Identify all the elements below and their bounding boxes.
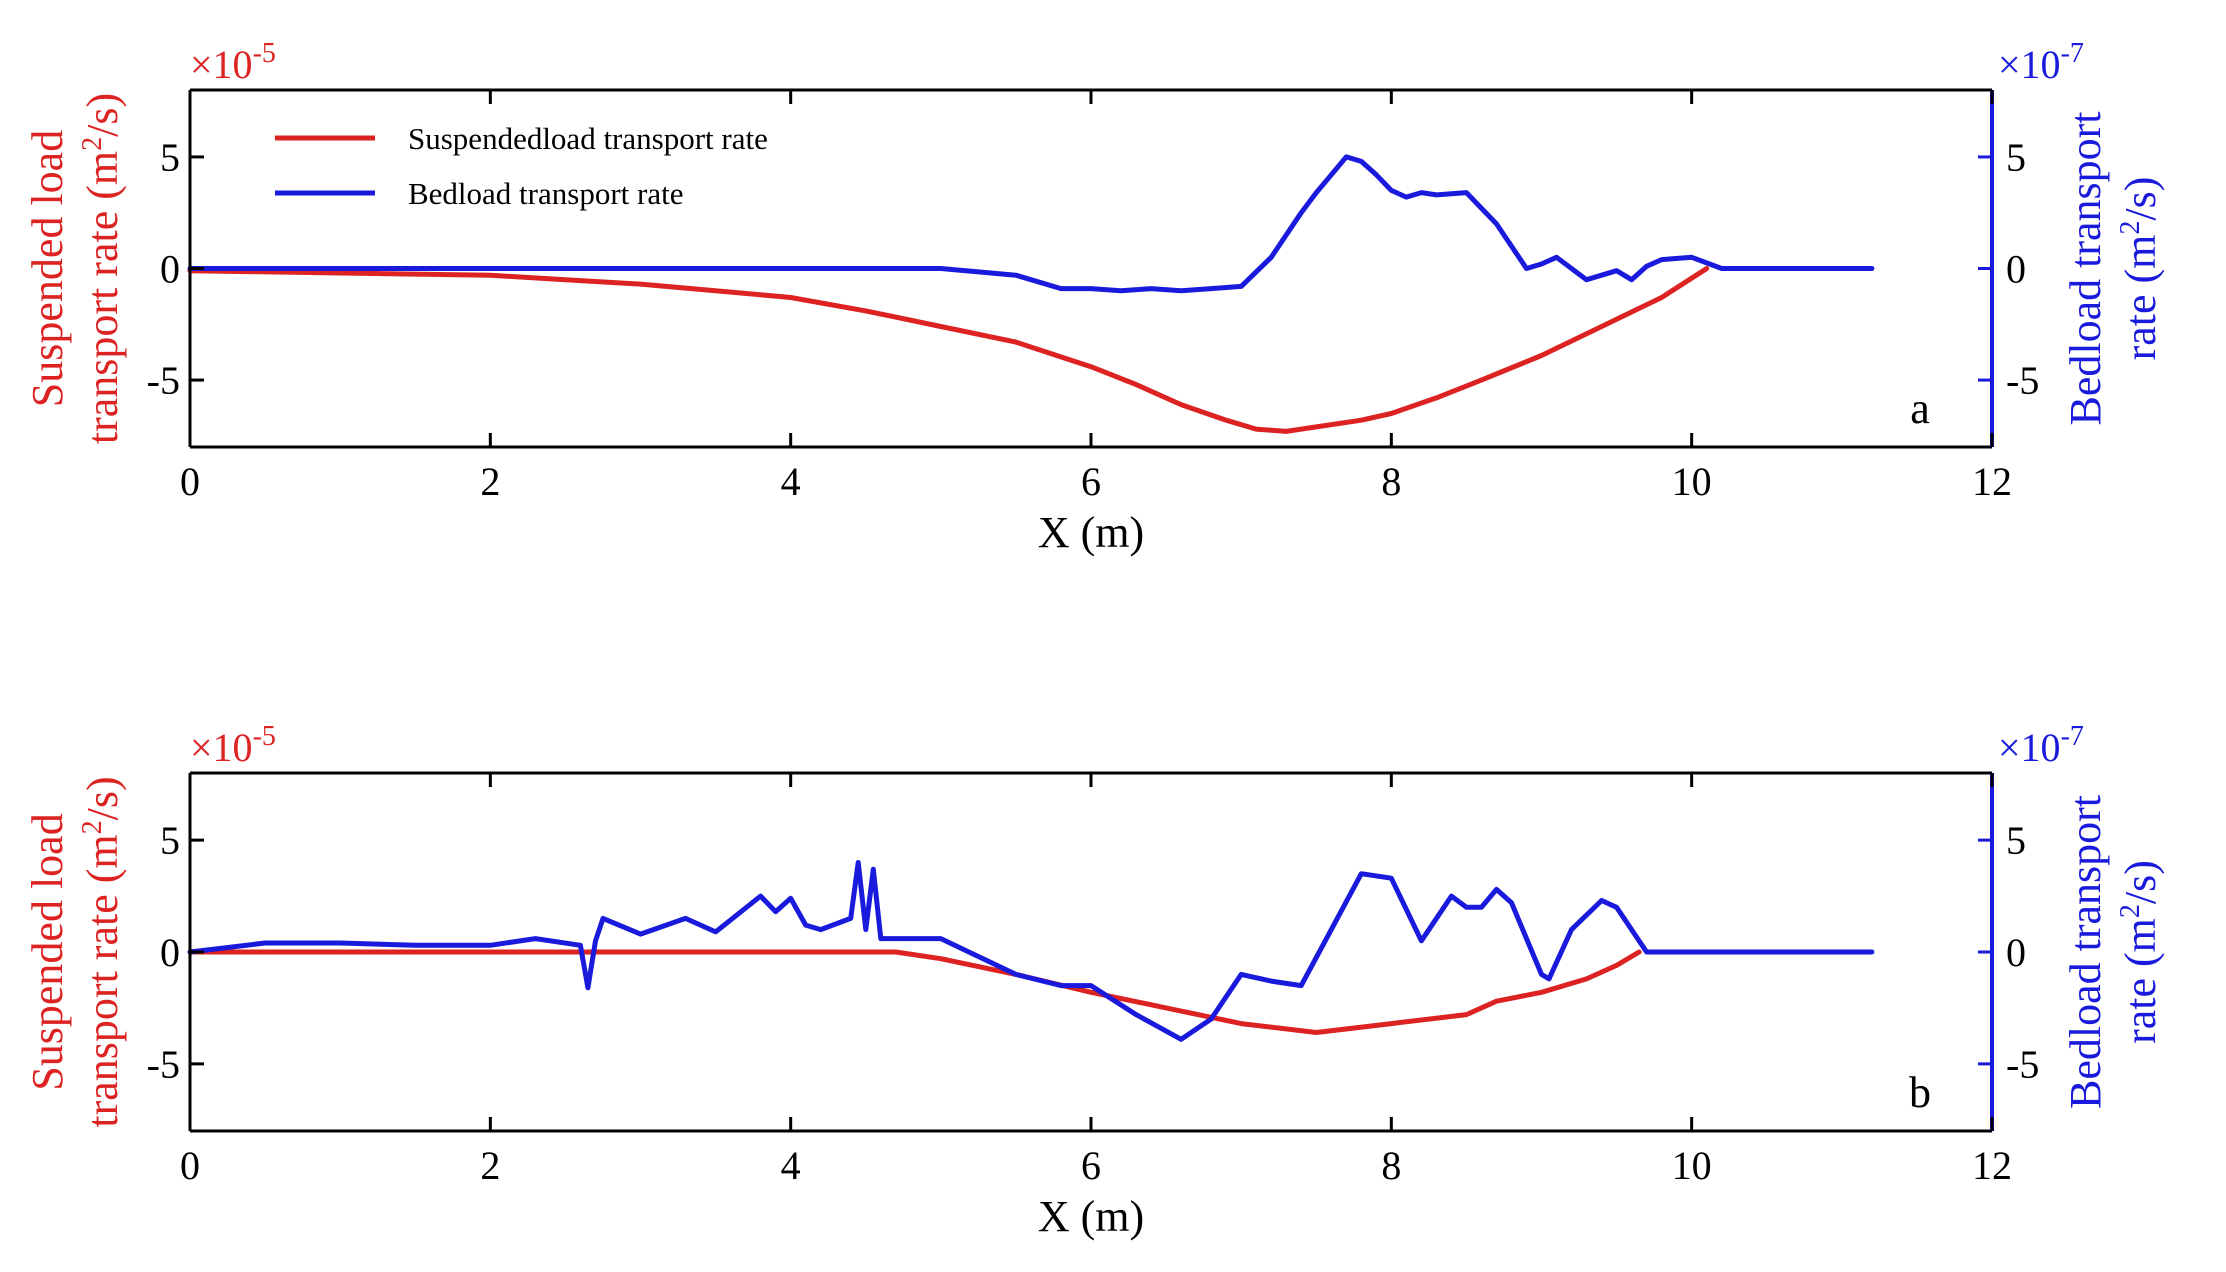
y-left-exponent: ×10-5 — [190, 721, 276, 770]
y-right-tick-label: 5 — [2006, 135, 2026, 180]
y-left-tick-label: 0 — [160, 930, 180, 975]
x-tick-label: 10 — [1672, 1143, 1712, 1188]
series-line-bedload — [187, 154, 1875, 294]
y-right-tick-label: 0 — [2006, 247, 2026, 292]
chart-panel-b: 0 2 4 6 8 10 12 -5 0 5 -5 0 5 ×10-5 ×10-7 X (m) b Suspend… — [23, 721, 2165, 1241]
series-line-suspended-load — [187, 266, 1710, 434]
y-right-exponent: ×10-7 — [1998, 38, 2084, 87]
y-right-axis-title: Bedload transport rate (m2/s) — [2061, 111, 2165, 425]
y-left-tick-label: -5 — [147, 358, 180, 403]
y-right-tick-label: -5 — [2006, 358, 2039, 403]
x-tick-label: 2 — [480, 1143, 500, 1188]
x-axis-title: X (m) — [1038, 508, 1144, 557]
series-line-bedload — [187, 860, 1875, 1042]
y-left-tick-label: 0 — [160, 247, 180, 292]
x-tick-label: 4 — [781, 459, 801, 504]
y-right-exponent: ×10-7 — [1998, 721, 2084, 770]
x-tick-label: 8 — [1381, 1143, 1401, 1188]
y-left-axis-title: Suspended load transport rate (m2/s) — [23, 776, 127, 1127]
panel-label: b — [1909, 1068, 1931, 1117]
legend-label: Bedload transport rate — [408, 176, 683, 211]
x-tick-label: 10 — [1672, 459, 1712, 504]
x-tick-label: 12 — [1972, 459, 2012, 504]
x-tick-label: 8 — [1381, 459, 1401, 504]
y-left-exponent: ×10-5 — [190, 38, 276, 87]
y-right-axis-title: Bedload transport rate (m2/s) — [2061, 795, 2165, 1109]
y-left-tick-label: 5 — [160, 135, 180, 180]
x-tick-label: 6 — [1081, 1143, 1101, 1188]
x-tick-label: 6 — [1081, 459, 1101, 504]
legend: Suspendedload transport rate Bedload tran… — [275, 121, 768, 211]
x-tick-label: 0 — [180, 1143, 200, 1188]
x-tick-label: 4 — [781, 1143, 801, 1188]
y-left-tick-label: 5 — [160, 818, 180, 863]
series-line-suspended-load — [187, 949, 1642, 1035]
y-right-tick-label: -5 — [2006, 1042, 2039, 1087]
x-axis-title: X (m) — [1038, 1192, 1144, 1241]
x-tick-label: 2 — [480, 459, 500, 504]
y-left-tick-label: -5 — [147, 1042, 180, 1087]
legend-label: Suspendedload transport rate — [408, 121, 768, 156]
chart-panel-a: 0 2 4 6 8 10 12 -5 0 5 -5 0 5 ×10-5 ×10-7 X (m) a Suspend… — [23, 38, 2165, 557]
x-tick-label: 12 — [1972, 1143, 2012, 1188]
y-right-tick-label: 0 — [2006, 930, 2026, 975]
y-right-tick-label: 5 — [2006, 818, 2026, 863]
x-tick-label: 0 — [180, 459, 200, 504]
y-left-axis-title: Suspended load transport rate (m2/s) — [23, 93, 127, 444]
panel-label: a — [1910, 384, 1930, 433]
